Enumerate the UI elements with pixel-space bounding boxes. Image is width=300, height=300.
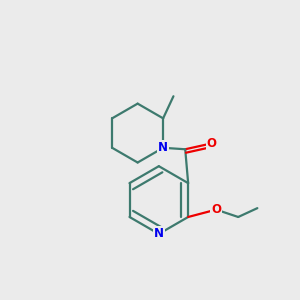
Text: N: N <box>158 141 168 154</box>
Text: N: N <box>154 227 164 240</box>
Text: O: O <box>207 137 217 150</box>
Text: O: O <box>211 203 221 216</box>
